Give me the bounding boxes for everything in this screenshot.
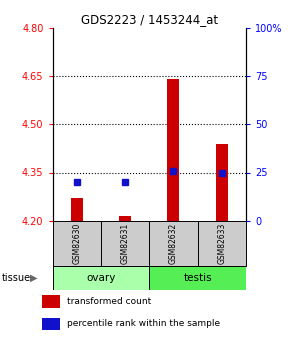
Text: tissue: tissue — [2, 273, 31, 283]
Text: percentile rank within the sample: percentile rank within the sample — [67, 319, 220, 328]
Bar — [216, 144, 228, 221]
Bar — [167, 79, 179, 221]
Title: GDS2223 / 1453244_at: GDS2223 / 1453244_at — [81, 13, 218, 27]
Bar — [149, 221, 198, 266]
Bar — [70, 198, 83, 221]
Text: GSM82630: GSM82630 — [72, 223, 81, 264]
Bar — [42, 295, 60, 308]
Bar — [101, 221, 149, 266]
Bar — [52, 221, 101, 266]
Text: GSM82632: GSM82632 — [169, 223, 178, 264]
Text: ovary: ovary — [86, 273, 116, 283]
Bar — [149, 266, 246, 290]
Bar — [198, 221, 246, 266]
Text: GSM82633: GSM82633 — [217, 223, 226, 264]
Text: transformed count: transformed count — [67, 297, 151, 306]
Text: GSM82631: GSM82631 — [121, 223, 130, 264]
Bar — [119, 216, 131, 221]
Bar — [52, 266, 149, 290]
Text: testis: testis — [183, 273, 212, 283]
Bar — [42, 318, 60, 330]
Text: ▶: ▶ — [30, 273, 38, 283]
